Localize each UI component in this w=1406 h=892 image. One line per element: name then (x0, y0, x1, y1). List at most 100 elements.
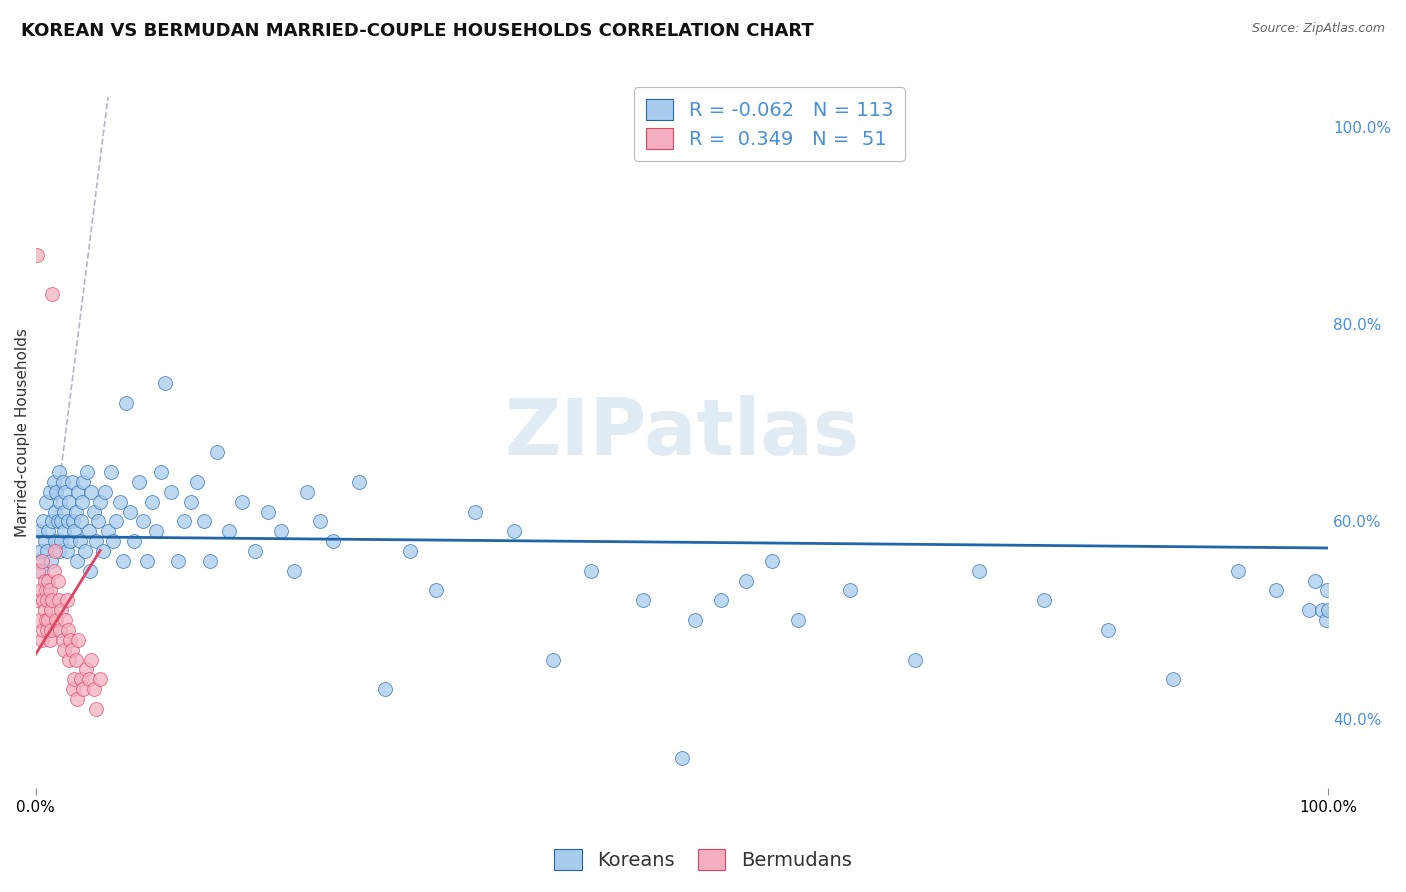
Point (72, 682, 94, 697)
Point (83, 682, 105, 697)
Point (28, 524, 51, 539)
Point (72, 475, 94, 489)
Point (101, 534, 124, 549)
Point (683, 613, 706, 627)
Point (671, 751, 693, 765)
Point (122, 534, 145, 549)
Point (51, 534, 73, 549)
Point (149, 465, 172, 479)
Point (51, 515, 73, 529)
Point (66, 692, 89, 706)
Point (31, 632, 53, 647)
Point (1317, 603, 1340, 617)
Y-axis label: Married-couple Households: Married-couple Households (15, 328, 30, 537)
Point (41, 287, 63, 301)
Point (37, 544, 59, 558)
Point (58, 652, 80, 666)
Point (42, 564, 65, 578)
Point (283, 564, 305, 578)
Point (581, 564, 603, 578)
Point (75, 662, 97, 676)
Point (1265, 583, 1288, 598)
Point (56, 515, 79, 529)
Point (48, 465, 70, 479)
Point (25, 248, 48, 262)
Point (193, 515, 215, 529)
Point (59, 632, 82, 647)
Point (166, 554, 188, 568)
Point (198, 554, 221, 568)
Point (967, 564, 990, 578)
Point (38, 583, 60, 598)
Point (31, 564, 53, 578)
Point (77, 672, 100, 686)
Point (295, 484, 318, 499)
Point (41, 515, 63, 529)
Point (46, 574, 69, 588)
Point (132, 515, 155, 529)
Point (55, 593, 77, 607)
Point (80, 484, 103, 499)
Point (27, 564, 49, 578)
Point (25, 593, 48, 607)
Point (45, 613, 67, 627)
Legend: Koreans, Bermudans: Koreans, Bermudans (547, 841, 859, 878)
Point (1032, 593, 1054, 607)
Point (464, 504, 486, 518)
Point (51, 603, 73, 617)
Point (37, 524, 59, 539)
Point (903, 652, 925, 666)
Point (1097, 623, 1119, 637)
Point (425, 583, 447, 598)
Point (112, 554, 135, 568)
Point (56, 623, 79, 637)
Point (257, 504, 280, 518)
Point (67, 632, 90, 647)
Point (838, 583, 860, 598)
Point (135, 554, 157, 568)
Point (89, 494, 111, 508)
Point (79, 564, 101, 578)
Point (160, 484, 183, 499)
Point (374, 682, 396, 697)
Point (37, 623, 59, 637)
Point (30, 544, 52, 558)
Point (73, 544, 96, 558)
Point (309, 515, 332, 529)
Point (173, 515, 195, 529)
Point (97, 524, 120, 539)
Point (502, 524, 524, 539)
Text: KOREAN VS BERMUDAN MARRIED-COUPLE HOUSEHOLDS CORRELATION CHART: KOREAN VS BERMUDAN MARRIED-COUPLE HOUSEH… (21, 22, 814, 40)
Point (44, 544, 66, 558)
Point (62, 682, 84, 697)
Point (53, 504, 76, 518)
Point (52, 475, 75, 489)
Point (49, 494, 72, 508)
Point (1161, 672, 1184, 686)
Point (44, 504, 66, 518)
Point (37, 613, 59, 627)
Point (77, 524, 100, 539)
Point (84, 702, 107, 716)
Point (39, 623, 62, 637)
Point (32, 515, 55, 529)
Text: Source: ZipAtlas.com: Source: ZipAtlas.com (1251, 22, 1385, 36)
Point (31, 554, 53, 568)
Point (76, 465, 98, 479)
Point (69, 672, 91, 686)
Point (631, 593, 654, 607)
Point (38, 484, 60, 499)
Point (58, 494, 80, 508)
Point (86, 515, 108, 529)
Point (39, 603, 62, 617)
Point (44, 534, 66, 549)
Point (39, 554, 62, 568)
Point (1226, 564, 1249, 578)
Point (65, 652, 87, 666)
Point (38, 632, 60, 647)
Point (67, 484, 90, 499)
Point (83, 504, 105, 518)
Point (34, 603, 56, 617)
Point (735, 574, 758, 588)
Point (69, 515, 91, 529)
